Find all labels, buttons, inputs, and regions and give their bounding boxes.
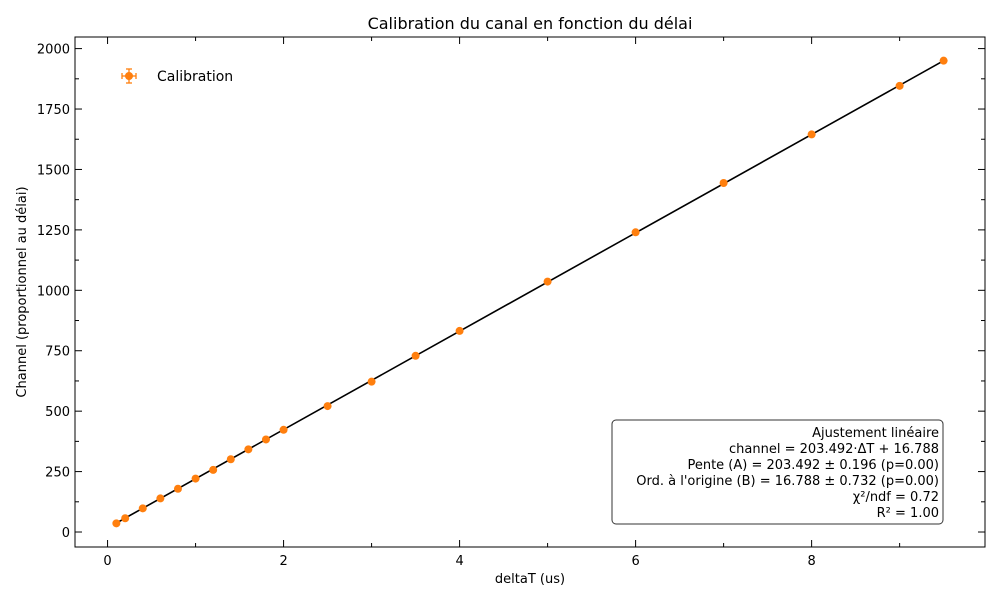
- x-tick-label: 8: [807, 554, 815, 569]
- data-point: [939, 56, 948, 65]
- data-point: [543, 277, 552, 286]
- y-tick-label: 500: [45, 405, 70, 420]
- data-point: [323, 402, 332, 411]
- data-point: [138, 504, 147, 513]
- legend-marker: [121, 68, 137, 84]
- x-tick-label: 2: [279, 554, 287, 569]
- legend-dot: [125, 72, 133, 80]
- data-point: [367, 377, 376, 386]
- x-tick-label: 0: [103, 554, 111, 569]
- y-axis-label: Channel (proportionnel au délai): [15, 186, 30, 397]
- data-point: [279, 425, 288, 434]
- data-point: [895, 81, 904, 90]
- fit-result-line: channel = 203.492·ΔT + 16.788: [729, 442, 939, 457]
- data-point: [191, 474, 200, 483]
- data-point: [719, 178, 728, 187]
- legend: Calibration: [121, 68, 233, 85]
- y-tick-label: 1750: [37, 103, 70, 118]
- data-point: [631, 228, 640, 237]
- x-axis-label: deltaT (us): [495, 572, 565, 587]
- fit-result-line: χ²/ndf = 0.72: [853, 490, 939, 505]
- data-point: [209, 465, 218, 474]
- fit-results-frame: [611, 419, 944, 525]
- data-point: [121, 514, 130, 523]
- chart-title: Calibration du canal en fonction du déla…: [368, 14, 693, 33]
- data-point: [112, 519, 121, 528]
- axis-ticks: 0 2 4 6 8 0 250 500 750 1000 1250 1500 1750 2000: [37, 37, 985, 569]
- fit-result-line: Pente (A) = 203.492 ± 0.196 (p=0.00): [687, 458, 939, 473]
- y-tick-label: 1500: [37, 163, 70, 178]
- y-tick-label: 0: [62, 526, 70, 541]
- data-point: [244, 445, 253, 454]
- data-point: [455, 326, 464, 335]
- fit-result-line: Ajustement linéaire: [812, 426, 939, 441]
- y-tick-label: 2000: [37, 43, 70, 58]
- y-tick-label: 750: [45, 345, 70, 360]
- data-point: [226, 455, 235, 464]
- data-point: [411, 351, 420, 360]
- fit-result-line: R² = 1.00: [877, 506, 939, 521]
- y-tick-label: 1250: [37, 224, 70, 239]
- fit-result-line: Ord. à l'origine (B) = 16.788 ± 0.732 (p…: [636, 474, 939, 489]
- x-tick-label: 6: [631, 554, 639, 569]
- fit-line: [115, 59, 945, 524]
- y-tick-label: 250: [45, 466, 70, 481]
- data-point: [173, 484, 182, 493]
- plot-frame: [74, 36, 986, 548]
- data-point: [261, 435, 270, 444]
- data-point: [807, 130, 816, 139]
- fit-line-layer: [115, 59, 945, 524]
- x-tick-label: 4: [455, 554, 463, 569]
- y-tick-label: 1000: [37, 284, 70, 299]
- data-point: [156, 494, 165, 503]
- data-points: [112, 56, 948, 528]
- legend-label: Calibration: [157, 69, 233, 85]
